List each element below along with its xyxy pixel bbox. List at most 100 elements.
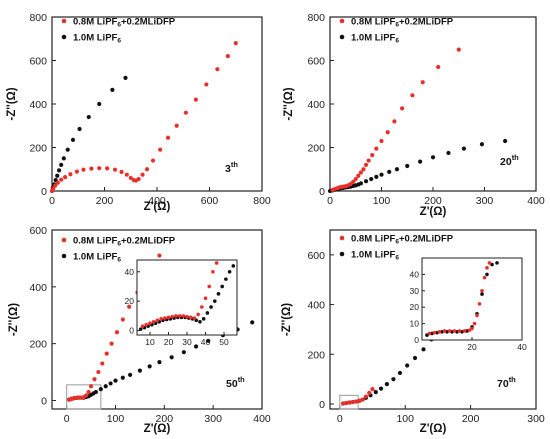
inset-point-red [457,329,462,333]
inset-point-black [485,272,489,277]
data-point-red [374,146,379,151]
x-tick-label: 200 [156,413,174,425]
inset-point-black [216,292,221,296]
data-point-black [369,176,374,182]
data-point-red [104,351,109,356]
data-point-black [169,355,174,360]
data-point-red [379,138,384,144]
data-point-black [110,87,115,92]
data-point-red [59,177,64,182]
data-point-red [351,179,356,184]
data-point-black [103,384,108,389]
data-point-red [105,166,110,171]
data-point-red [358,170,363,175]
data-point-red [344,400,349,406]
y-tick-label: 600 [307,56,325,68]
data-point-black [77,126,82,132]
y-tick-label: 200 [307,349,325,361]
data-point-red [89,166,94,171]
data-point-red [124,172,129,177]
inset-x-tick-label: 30 [182,337,192,347]
data-point-black [157,360,162,365]
inset-point-red [432,330,437,335]
data-point-red [140,172,145,177]
legend-label: 0.8M LiPF6+0.2MLiDFP [73,236,176,248]
inset-point-red [162,316,167,320]
y-tick-label: 0 [41,186,47,198]
inset-point-red [188,315,193,320]
legend-marker [339,34,345,40]
data-point-red [114,330,120,335]
inset-point-red [482,275,487,280]
inset-point-black [220,284,224,289]
x-axis-label: Z'(Ω) [144,201,171,213]
data-point-red [63,174,68,180]
data-point-black [98,387,103,392]
data-point-black [405,163,410,169]
data-point-black [181,350,186,355]
data-point-black [358,181,363,186]
legend-marker [61,237,67,243]
inset-point-red [427,331,432,336]
data-point-black [374,174,379,179]
data-point-red [215,67,220,72]
data-point-red [128,175,133,181]
data-point-black [418,159,423,164]
data-point-red [174,123,179,128]
inset-point-red [447,329,452,333]
legend-label: 0.8M LiPF6+0.2MLiDFP [73,17,176,29]
inset-point-red [472,321,477,326]
data-point-black [391,377,396,382]
data-point-red [357,398,362,404]
legend-label: 1.0M LiPF6 [73,33,121,45]
data-point-red [367,390,372,395]
data-point-red [81,167,86,172]
panel-b: 0 100 200 300 400 0 200 400 600 800 Z'(Ω) -Z''(Ω) 0.… [283,12,545,218]
inset-point-red [144,322,149,327]
data-point-black [479,142,485,147]
data-point-black [250,320,255,325]
x-tick-label: 300 [204,413,222,425]
data-point-red [109,341,114,346]
zoom-box [66,384,102,410]
inset-point-black [224,277,228,281]
inset-point-red [170,314,174,319]
data-point-black [446,150,451,156]
x-tick-label: 0 [64,413,70,425]
data-point-black [61,156,66,161]
data-point-black [97,101,102,107]
data-point-red [100,361,105,366]
data-point-red [150,158,156,163]
data-point-black [120,375,125,380]
inset-point-black [138,327,143,331]
y-tick-label: 0 [319,399,325,411]
data-point-red [86,389,91,395]
x-tick-label: 0 [337,413,343,425]
inset-x-tick-label: 20 [164,337,174,347]
legend-label: 1.0M LiPF6 [351,250,399,262]
y-tick-label: 0 [41,395,47,407]
y-tick-label: 400 [307,99,325,111]
data-point-red [193,97,198,102]
data-point-black [379,172,384,177]
data-point-red [392,119,397,124]
data-point-red [363,162,369,167]
x-tick-label: 200 [96,195,114,207]
data-point-red [119,169,124,174]
y-tick-label: 800 [29,12,47,24]
data-point-black [56,168,62,173]
data-point-red [136,176,141,182]
data-point-red [370,387,375,392]
inset-point-red [203,296,208,301]
inset-point-red [185,314,189,319]
data-point-red [112,167,118,172]
data-point-red [366,158,371,163]
y-tick-label: 400 [29,282,47,294]
data-point-red [370,153,375,158]
data-point-black [387,169,392,174]
data-point-red [68,172,73,177]
data-point-red [420,80,425,85]
x-tick-label: 200 [424,195,442,207]
y-tick-label: 600 [307,250,325,262]
data-point-black [128,372,133,378]
